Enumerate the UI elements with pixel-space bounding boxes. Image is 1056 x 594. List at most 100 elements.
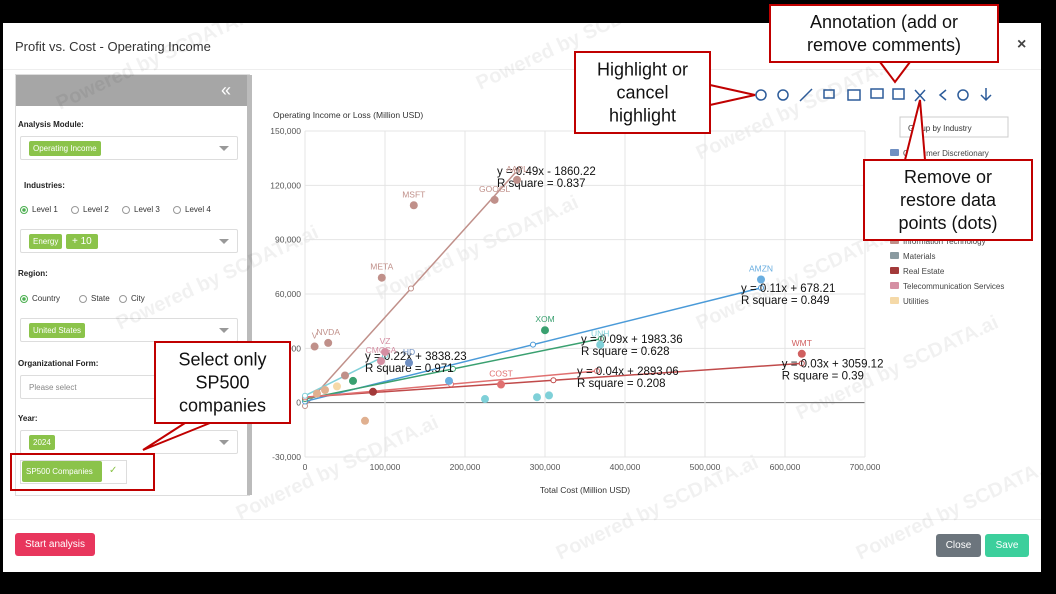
header-divider [3, 69, 1041, 70]
data-point[interactable] [797, 349, 806, 358]
tag: SP500 Companies [22, 461, 102, 482]
close-x[interactable]: × [1017, 36, 1027, 53]
radio[interactable]: State [79, 294, 110, 303]
y-tick-label: 60,000 [275, 289, 301, 299]
data-point[interactable] [497, 380, 505, 389]
x-tick-label: 400,000 [610, 462, 641, 472]
radio[interactable]: Level 2 [71, 205, 109, 214]
data-point[interactable] [533, 393, 541, 402]
legend-label[interactable]: Utilities [903, 297, 929, 306]
trend-r-square: R square = 0.39 [782, 370, 864, 382]
data-point[interactable] [481, 395, 489, 404]
radio[interactable]: Country [20, 294, 60, 303]
radio[interactable]: Level 4 [173, 205, 211, 214]
radio-label: Level 4 [185, 205, 211, 214]
legend-label[interactable]: Telecommunication Services [903, 282, 1004, 291]
radio[interactable]: Level 1 [20, 205, 58, 214]
sidebar: « Analysis Module: Operating Income Indu… [15, 74, 252, 496]
watermark: Powered by SCDATA.ai [853, 451, 1056, 564]
radio-label: Level 2 [83, 205, 109, 214]
data-point[interactable] [321, 385, 329, 394]
data-point[interactable] [310, 342, 319, 351]
tool-table[interactable] [847, 89, 861, 101]
callout-pointer [904, 99, 926, 161]
data-point[interactable] [341, 371, 349, 380]
trend-point [550, 377, 557, 384]
x-axis-title: Total Cost (Million USD) [540, 485, 630, 495]
tool-undo[interactable] [938, 89, 947, 101]
radio[interactable]: City [119, 294, 145, 303]
point-label: NVDA [316, 327, 340, 337]
legend-label[interactable]: Consumer Discretionary [903, 149, 989, 158]
legend-label[interactable]: Information Technology [903, 237, 986, 246]
sp500-toggle[interactable]: SP500 Companies ✓ [20, 460, 127, 484]
tool-refresh[interactable] [957, 89, 969, 101]
data-point[interactable] [369, 387, 377, 396]
legend-label[interactable]: Real Estate [903, 267, 945, 276]
callout-text: Highlight or [597, 60, 688, 80]
collapse-bar[interactable]: « [16, 75, 247, 106]
data-point[interactable] [545, 391, 553, 400]
data-point[interactable] [409, 201, 418, 210]
point-label: AMZN [749, 264, 773, 274]
data-point[interactable] [333, 382, 341, 391]
tool-cancel[interactable] [777, 89, 789, 101]
data-point[interactable] [313, 389, 321, 398]
callout-text: Remove or [904, 167, 992, 187]
data-point[interactable] [324, 338, 333, 347]
y-tick-label: 120,000 [270, 180, 301, 190]
callout-box [154, 341, 291, 424]
callout-pointer [142, 422, 211, 451]
tool-tag[interactable] [823, 89, 835, 99]
tool-cut[interactable] [914, 89, 926, 102]
data-point[interactable] [377, 273, 386, 282]
trend-r-square: R square = 0.971 [365, 363, 454, 375]
x-tick-label: 100,000 [370, 462, 401, 472]
y-tick-label: 0 [296, 398, 301, 408]
callout-box [769, 4, 999, 63]
scrollbar[interactable] [247, 75, 252, 495]
save-button[interactable]: Save [985, 534, 1029, 557]
tool-comment[interactable] [870, 88, 884, 99]
data-point[interactable] [490, 195, 499, 204]
trend-equation: y = 0.03x + 3059.12 [782, 358, 884, 370]
tag: 2024 [29, 435, 55, 450]
data-point[interactable] [757, 275, 765, 284]
point-label: WMT [792, 338, 812, 348]
field-label: Region: [18, 269, 48, 278]
callout-text: cancel [616, 83, 668, 103]
data-point[interactable] [445, 376, 453, 385]
x-tick-label: 500,000 [690, 462, 721, 472]
data-point[interactable] [377, 357, 385, 366]
tag: Energy [29, 234, 63, 249]
data-point[interactable] [541, 326, 549, 335]
tag: + 10 [66, 234, 98, 249]
callout-text: restore data [900, 190, 997, 210]
data-point[interactable] [405, 358, 413, 367]
close-button[interactable]: Close [936, 534, 981, 557]
tool-highlight[interactable] [755, 89, 767, 101]
data-point[interactable] [513, 175, 521, 184]
x-tick-label: 300,000 [530, 462, 561, 472]
tool-download[interactable] [980, 88, 992, 102]
trend-point [758, 284, 764, 291]
group-select[interactable] [899, 116, 1009, 138]
radio-label: Country [32, 294, 61, 303]
legend-swatch [890, 252, 899, 259]
callout-text: companies [179, 396, 266, 416]
tool-remove-comment[interactable] [892, 88, 905, 100]
data-point[interactable] [361, 416, 369, 425]
data-point[interactable] [381, 347, 389, 356]
select[interactable]: Energy + 10 [20, 229, 238, 253]
select[interactable]: United States [20, 318, 238, 342]
callout-text: remove comments) [807, 35, 961, 55]
select[interactable]: Operating Income [20, 136, 238, 160]
point-label: UNH [591, 329, 609, 339]
radio[interactable]: Level 3 [122, 205, 160, 214]
start-button[interactable]: Start analysis [15, 533, 95, 556]
legend-label[interactable]: Materials [903, 252, 935, 261]
data-point[interactable] [596, 340, 605, 349]
data-point[interactable] [349, 376, 357, 385]
tool-line[interactable] [799, 88, 813, 102]
